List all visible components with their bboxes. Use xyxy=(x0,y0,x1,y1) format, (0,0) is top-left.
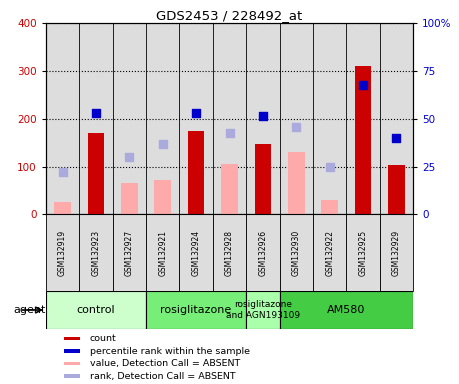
Bar xyxy=(388,165,405,214)
Bar xyxy=(54,202,71,214)
Bar xyxy=(313,23,347,214)
Point xyxy=(259,113,267,119)
Text: rosiglitazone: rosiglitazone xyxy=(161,305,232,315)
Bar xyxy=(280,23,313,214)
Bar xyxy=(64,336,80,340)
Text: percentile rank within the sample: percentile rank within the sample xyxy=(90,347,250,356)
Bar xyxy=(188,131,204,214)
Text: rank, Detection Call = ABSENT: rank, Detection Call = ABSENT xyxy=(90,372,235,381)
Bar xyxy=(246,291,280,329)
Bar xyxy=(79,214,112,291)
Bar xyxy=(146,291,246,329)
Text: control: control xyxy=(77,305,115,315)
Bar xyxy=(79,23,112,214)
Bar xyxy=(46,23,79,214)
Bar xyxy=(213,23,246,214)
Bar xyxy=(246,23,280,214)
Bar xyxy=(313,214,347,291)
Text: rosiglitazone
and AGN193109: rosiglitazone and AGN193109 xyxy=(226,300,300,320)
Bar xyxy=(46,214,79,291)
Bar xyxy=(112,214,146,291)
Bar xyxy=(347,214,380,291)
Point xyxy=(226,130,233,136)
Text: GSM132929: GSM132929 xyxy=(392,230,401,276)
Point xyxy=(159,141,167,147)
Text: agent: agent xyxy=(13,305,46,315)
Text: GSM132924: GSM132924 xyxy=(191,230,201,276)
Point xyxy=(292,124,300,130)
Bar xyxy=(64,374,80,378)
Title: GDS2453 / 228492_at: GDS2453 / 228492_at xyxy=(157,9,302,22)
Point xyxy=(92,110,100,116)
Bar xyxy=(46,291,146,329)
Text: GSM132922: GSM132922 xyxy=(325,230,334,276)
Point xyxy=(59,169,66,175)
Point xyxy=(359,82,367,88)
Point xyxy=(393,135,400,141)
Point xyxy=(192,110,200,116)
Bar xyxy=(88,133,104,214)
Text: GSM132923: GSM132923 xyxy=(91,230,101,276)
Bar xyxy=(255,144,271,214)
Bar xyxy=(213,214,246,291)
Bar xyxy=(64,362,80,365)
Text: GSM132928: GSM132928 xyxy=(225,230,234,276)
Bar xyxy=(221,164,238,214)
Text: count: count xyxy=(90,334,117,343)
Bar xyxy=(280,214,313,291)
Bar xyxy=(64,349,80,353)
Text: GSM132927: GSM132927 xyxy=(125,230,134,276)
Bar xyxy=(380,214,413,291)
Bar xyxy=(321,200,338,214)
Bar xyxy=(154,180,171,214)
Bar xyxy=(288,152,305,214)
Bar xyxy=(246,214,280,291)
Bar xyxy=(146,23,179,214)
Bar xyxy=(347,23,380,214)
Text: GSM132921: GSM132921 xyxy=(158,230,167,276)
Bar xyxy=(355,66,371,214)
Bar xyxy=(179,23,213,214)
Text: GSM132926: GSM132926 xyxy=(258,230,268,276)
Point xyxy=(326,164,333,170)
Bar xyxy=(146,214,179,291)
Bar xyxy=(112,23,146,214)
Text: value, Detection Call = ABSENT: value, Detection Call = ABSENT xyxy=(90,359,240,368)
Text: GSM132930: GSM132930 xyxy=(292,230,301,276)
Text: AM580: AM580 xyxy=(327,305,365,315)
Point xyxy=(126,154,133,160)
Text: GSM132925: GSM132925 xyxy=(358,230,368,276)
Text: GSM132919: GSM132919 xyxy=(58,230,67,276)
Bar xyxy=(280,291,413,329)
Bar xyxy=(179,214,213,291)
Bar xyxy=(121,183,138,214)
Bar xyxy=(380,23,413,214)
